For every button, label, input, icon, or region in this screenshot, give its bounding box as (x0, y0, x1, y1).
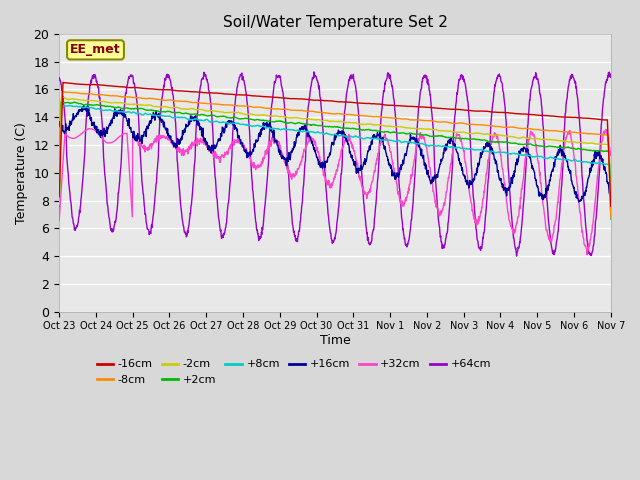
Y-axis label: Temperature (C): Temperature (C) (15, 122, 28, 224)
Text: EE_met: EE_met (70, 43, 121, 56)
X-axis label: Time: Time (319, 334, 350, 347)
Title: Soil/Water Temperature Set 2: Soil/Water Temperature Set 2 (223, 15, 447, 30)
Legend: -16cm, -8cm, -2cm, +2cm, +8cm, +16cm, +32cm, +64cm: -16cm, -8cm, -2cm, +2cm, +8cm, +16cm, +3… (92, 355, 495, 389)
